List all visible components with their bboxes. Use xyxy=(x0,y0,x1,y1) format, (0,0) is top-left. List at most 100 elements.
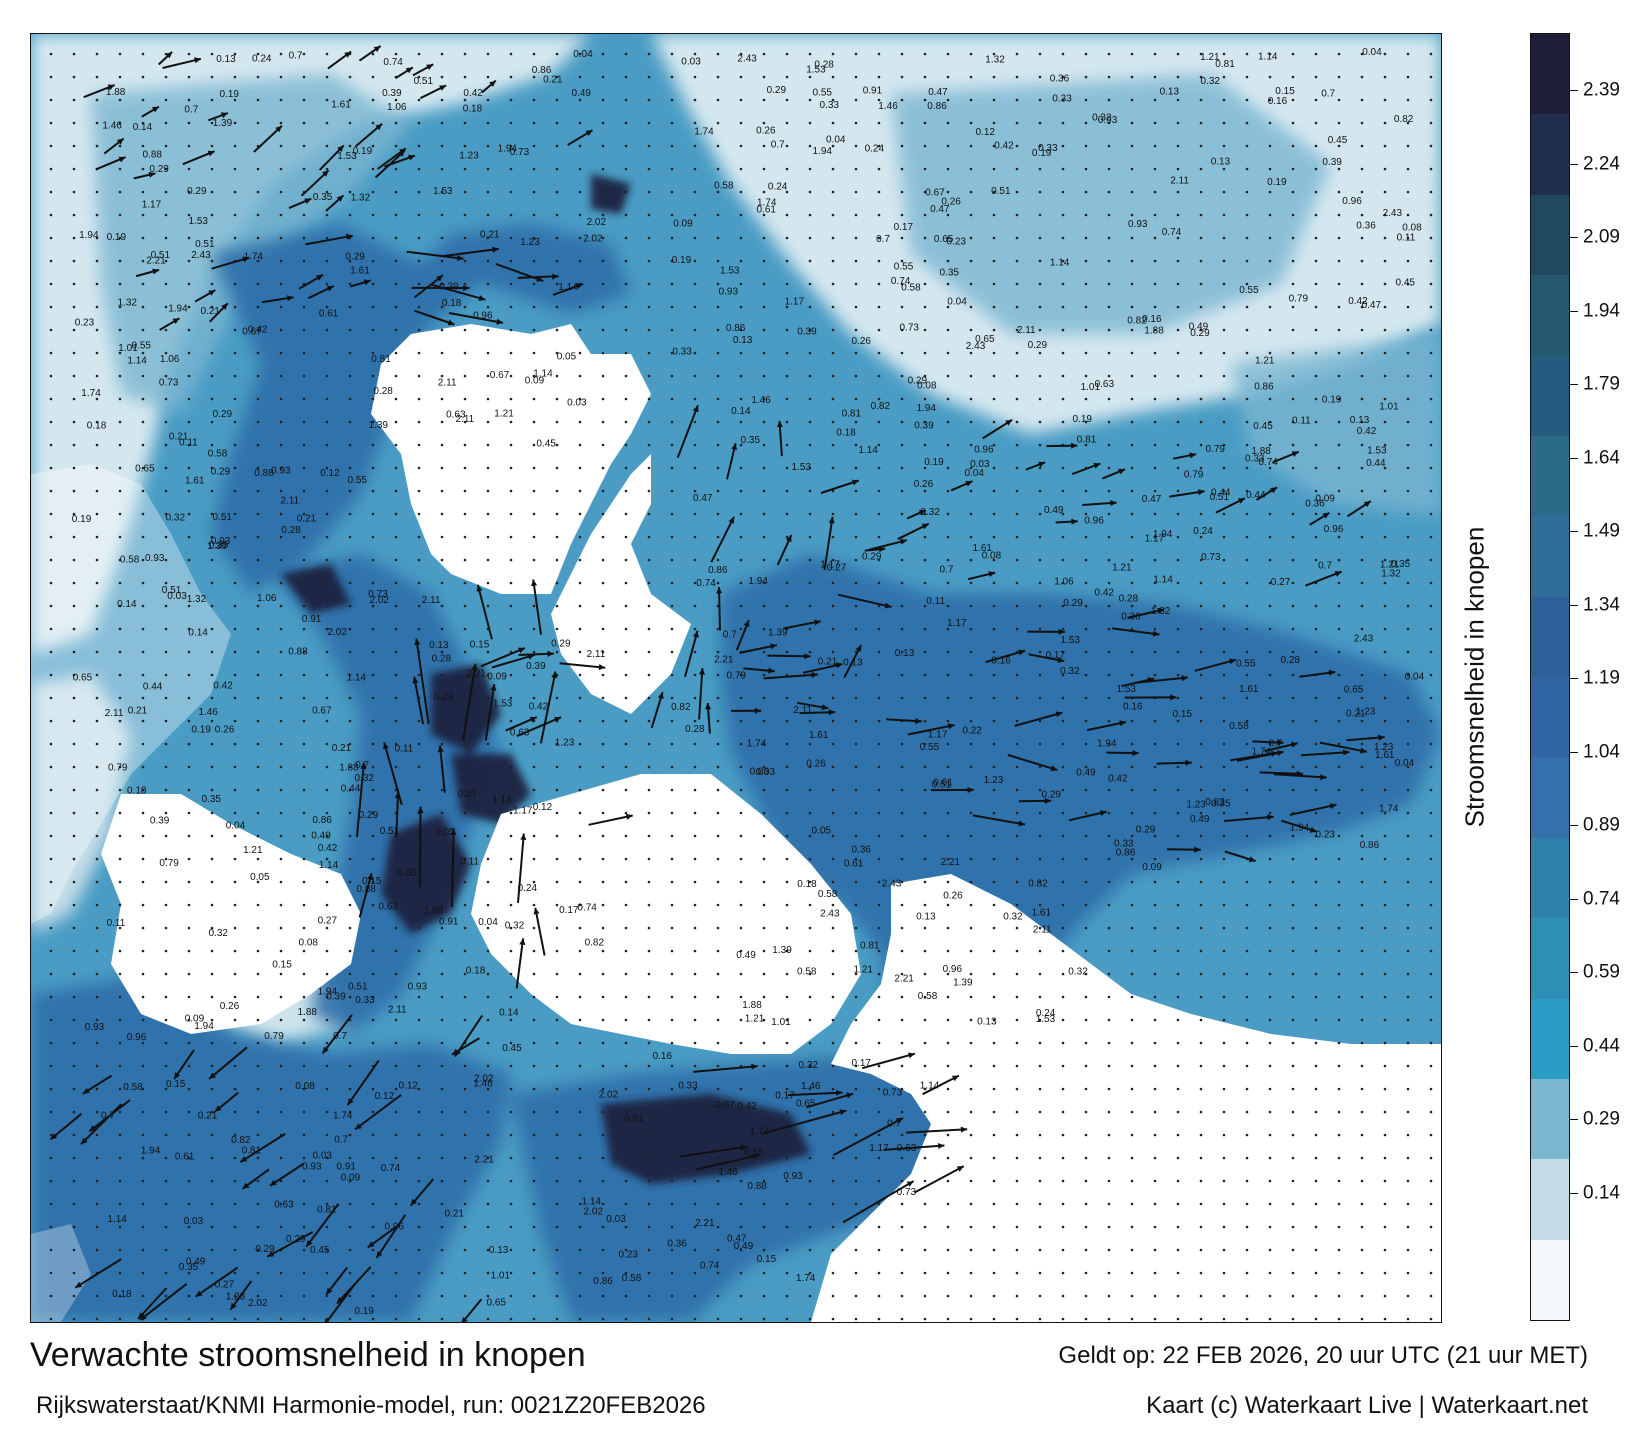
grid-dot xyxy=(417,788,421,792)
grid-dot xyxy=(279,282,283,286)
grid-dot xyxy=(256,1248,260,1252)
grid-dot xyxy=(1084,604,1088,608)
current-arrow xyxy=(480,647,526,668)
grid-dot xyxy=(1107,190,1111,194)
grid-dot xyxy=(831,926,835,930)
grid-dot xyxy=(923,673,927,677)
current-arrow xyxy=(266,1231,314,1258)
grid-dot xyxy=(417,949,421,953)
grid-dot xyxy=(1245,190,1249,194)
grid-dot xyxy=(118,903,122,907)
grid-dot xyxy=(1107,1179,1111,1183)
colorbar-tick-label: 1.79 xyxy=(1583,373,1620,395)
speed-label: 0.79 xyxy=(727,670,747,681)
grid-dot xyxy=(279,305,283,309)
grid-dot xyxy=(716,788,720,792)
grid-dot xyxy=(256,1110,260,1114)
grid-dot xyxy=(233,420,237,424)
grid-dot xyxy=(1153,995,1157,999)
grid-dot xyxy=(417,98,421,102)
grid-dot xyxy=(463,397,467,401)
grid-dot xyxy=(785,558,789,562)
grid-dot xyxy=(256,811,260,815)
grid-dot xyxy=(1360,236,1364,240)
grid-dot xyxy=(946,627,950,631)
grid-dot xyxy=(302,420,306,424)
grid-dot xyxy=(1176,1202,1180,1206)
grid-dot xyxy=(1153,719,1157,723)
grid-dot xyxy=(164,1225,168,1229)
grid-dot xyxy=(647,972,651,976)
grid-dot xyxy=(1130,834,1134,838)
grid-dot xyxy=(72,627,76,631)
grid-dot xyxy=(440,259,444,263)
grid-dot xyxy=(1291,1294,1295,1298)
grid-dot xyxy=(785,972,789,976)
current-arrow xyxy=(922,1074,960,1096)
grid-dot xyxy=(141,1202,145,1206)
speed-label: 0.29 xyxy=(1028,340,1048,351)
grid-dot xyxy=(141,1133,145,1137)
speed-label: 0.08 xyxy=(299,937,319,948)
grid-dot xyxy=(808,489,812,493)
colorbar-band xyxy=(1531,114,1569,195)
grid-dot xyxy=(739,1018,743,1022)
speed-label: 1.01 xyxy=(1081,382,1101,393)
grid-dot xyxy=(371,1156,375,1160)
grid-dot xyxy=(1337,696,1341,700)
grid-dot xyxy=(877,443,881,447)
speed-label: 0.15 xyxy=(166,1079,186,1090)
grid-dot xyxy=(992,98,996,102)
grid-dot xyxy=(1268,1202,1272,1206)
grid-dot xyxy=(210,627,214,631)
grid-dot xyxy=(440,443,444,447)
current-arrow xyxy=(1156,759,1192,766)
grid-dot xyxy=(1038,558,1042,562)
grid-dot xyxy=(1107,719,1111,723)
grid-dot xyxy=(1383,259,1387,263)
grid-dot xyxy=(440,98,444,102)
grid-dot xyxy=(486,1064,490,1068)
grid-dot xyxy=(417,535,421,539)
speed-label: 0.65 xyxy=(135,464,155,475)
grid-dot xyxy=(1360,512,1364,516)
grid-dot xyxy=(555,627,559,631)
grid-dot xyxy=(762,972,766,976)
grid-dot xyxy=(1268,627,1272,631)
grid-dot xyxy=(1268,673,1272,677)
speed-label: 0.29 xyxy=(862,552,882,563)
current-arrow xyxy=(1252,739,1284,746)
grid-dot xyxy=(808,857,812,861)
grid-dot xyxy=(923,719,927,723)
grid-dot xyxy=(1383,144,1387,148)
current-speed-map[interactable]: 0.291.740.040.190.611.941.320.740.880.55… xyxy=(31,34,1441,1322)
grid-dot xyxy=(739,328,743,332)
grid-dot xyxy=(1314,374,1318,378)
grid-dot xyxy=(992,1041,996,1045)
grid-dot xyxy=(509,558,513,562)
grid-dot xyxy=(969,1087,973,1091)
speed-label: 0.24 xyxy=(768,181,788,192)
grid-dot xyxy=(302,834,306,838)
grid-dot xyxy=(371,972,375,976)
grid-dot xyxy=(1038,466,1042,470)
current-arrow xyxy=(354,123,383,148)
grid-dot xyxy=(1291,1018,1295,1022)
grid-dot xyxy=(1015,1225,1019,1229)
grid-dot xyxy=(118,1018,122,1022)
speed-label: 1.32 xyxy=(985,54,1005,65)
grid-dot xyxy=(302,1294,306,1298)
grid-dot xyxy=(946,259,950,263)
grid-dot xyxy=(394,1271,398,1275)
grid-dot xyxy=(72,1133,76,1137)
grid-dot xyxy=(1176,1133,1180,1137)
grid-dot xyxy=(141,1064,145,1068)
grid-dot xyxy=(49,765,53,769)
grid-dot xyxy=(486,1248,490,1252)
grid-dot xyxy=(164,673,168,677)
speed-label: 0.14 xyxy=(731,406,751,417)
grid-dot xyxy=(716,144,720,148)
grid-dot xyxy=(1268,742,1272,746)
grid-dot xyxy=(302,167,306,171)
grid-dot xyxy=(1084,328,1088,332)
